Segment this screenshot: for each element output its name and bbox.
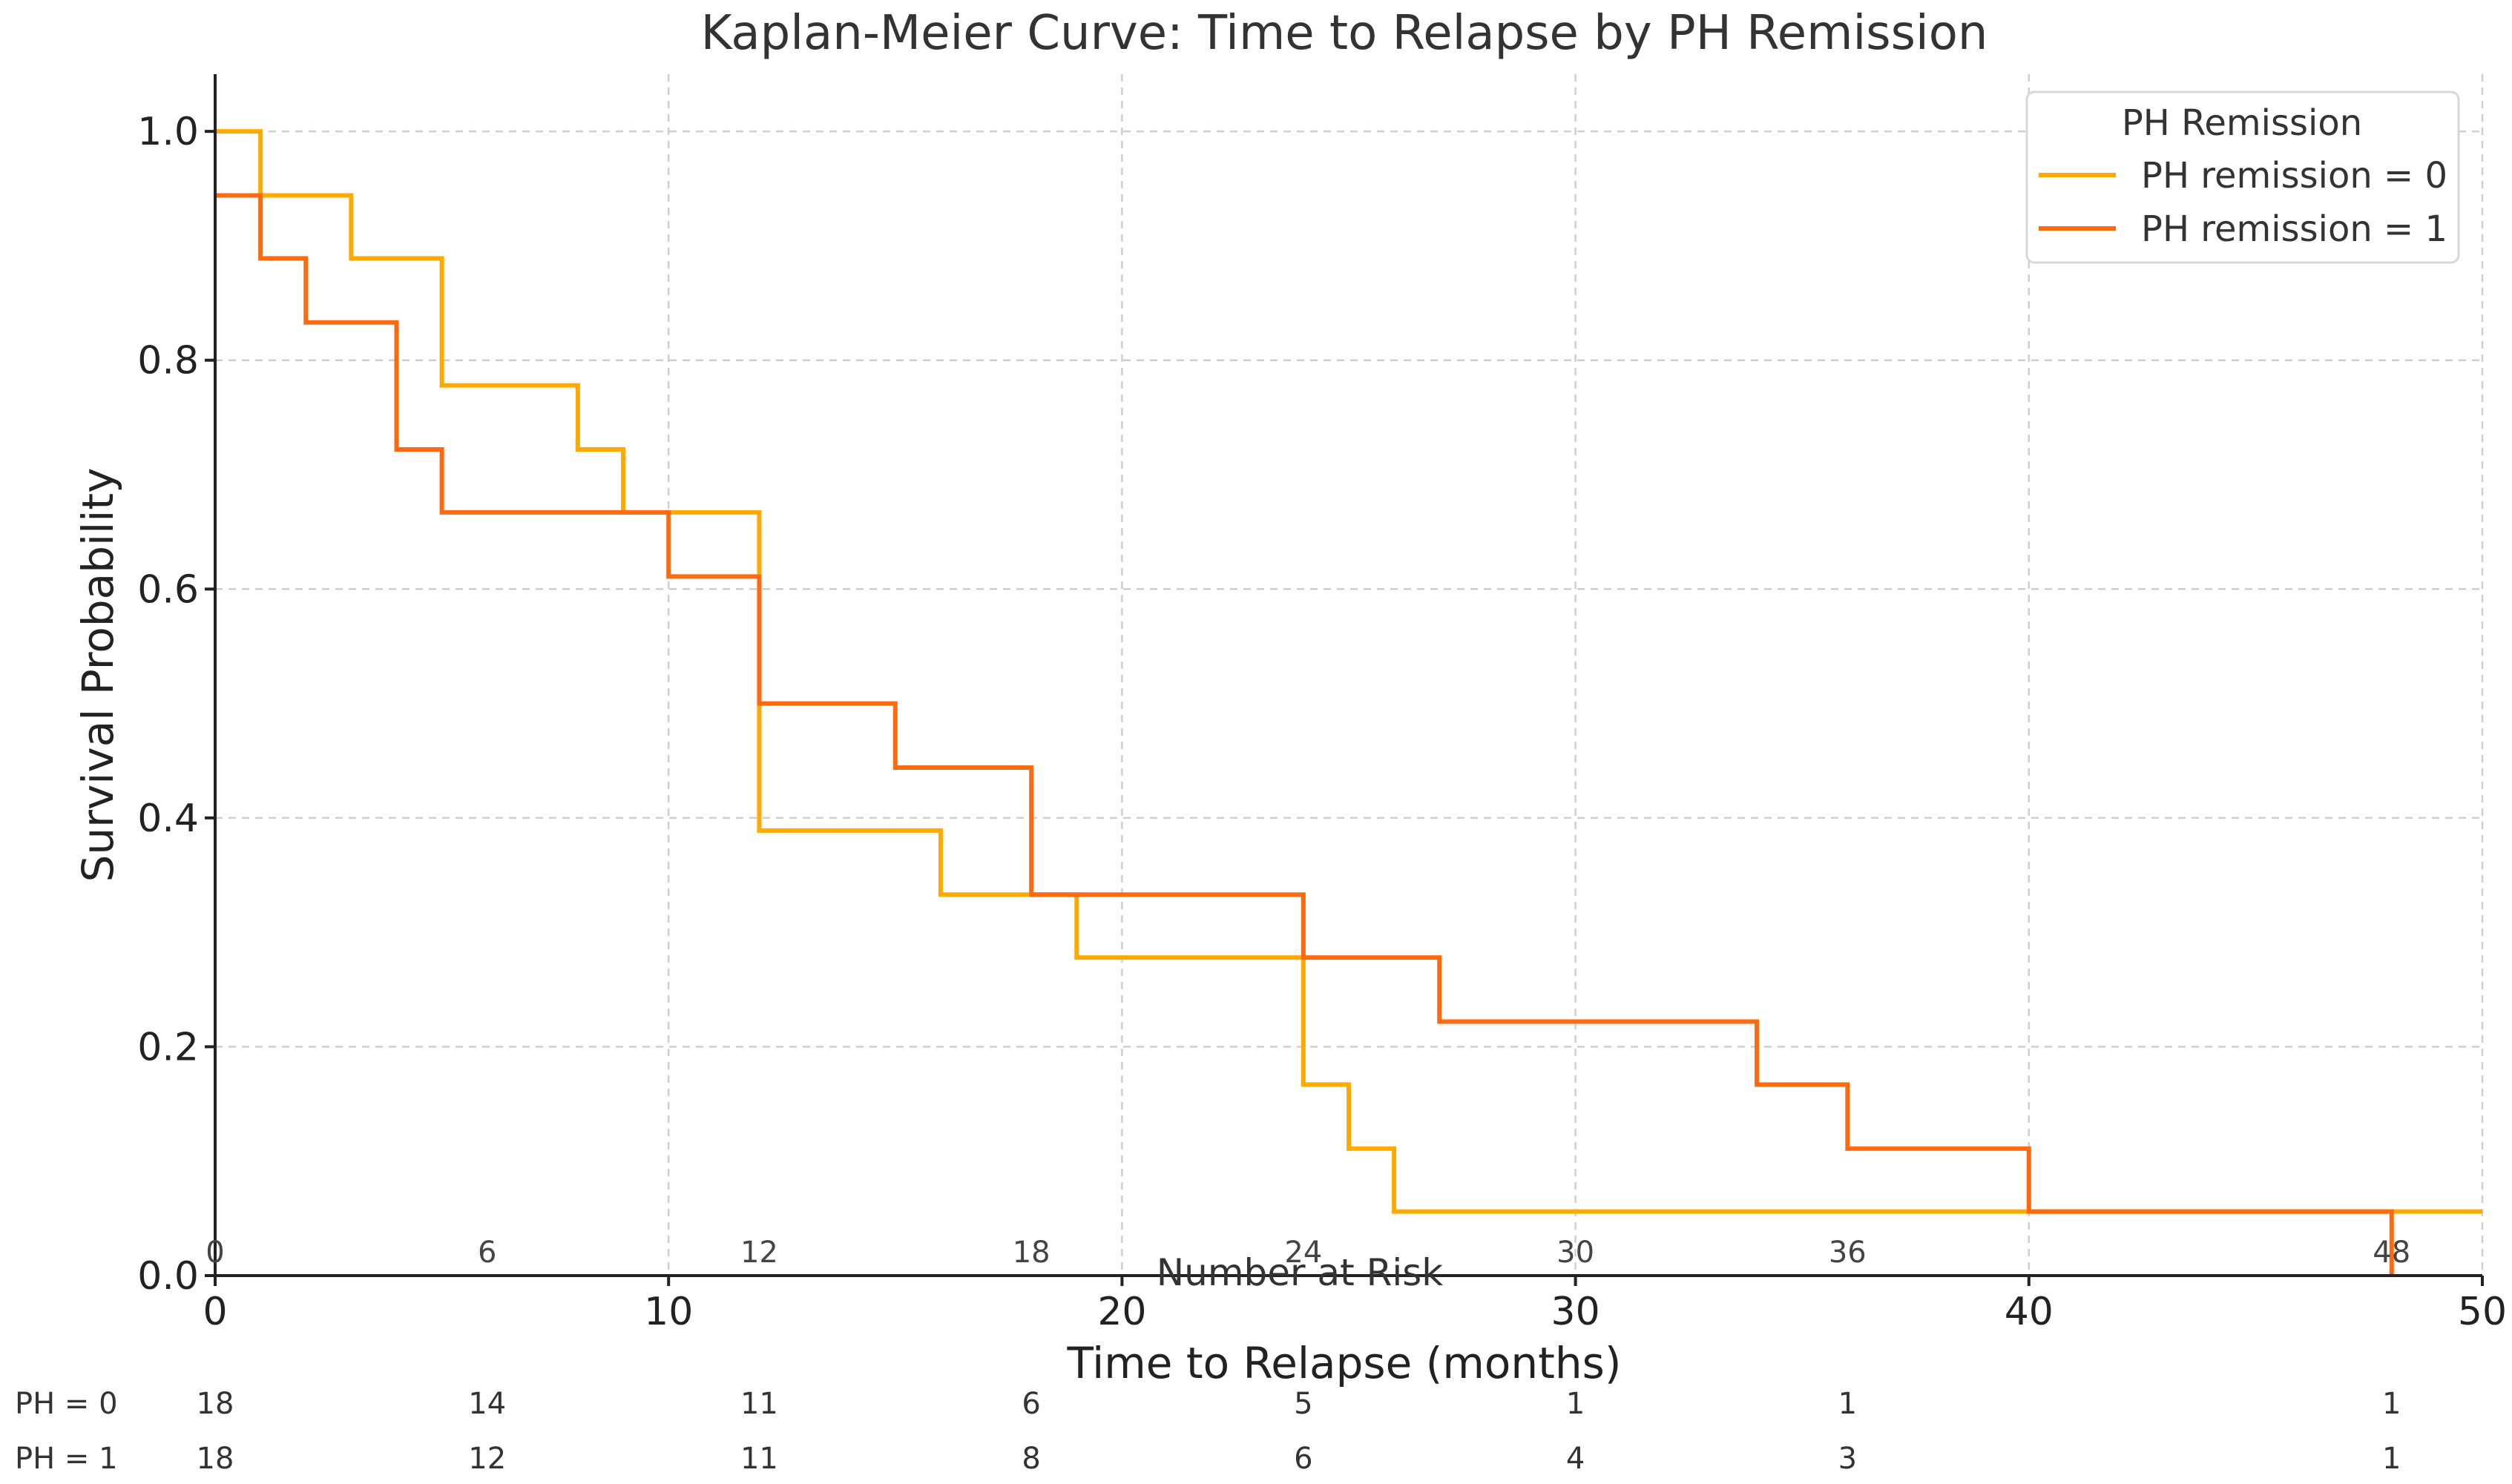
risk-time-label: 30 [1556,1236,1594,1270]
tick-layer: 0 10 20 30 40 50 0.0 0.2 0.4 0.6 0.8 1.0 [137,110,2507,1334]
x-tick-label: 10 [644,1290,693,1334]
risk-count: 1 [1566,1387,1585,1421]
risk-time-label: 48 [2373,1236,2410,1270]
series-layer [215,129,2482,1276]
risk-count: 6 [1022,1387,1040,1421]
risk-count: 1 [2382,1387,2401,1421]
x-tick-label: 40 [2005,1290,2054,1334]
x-axis-label: Time to Relapse (months) [1067,1338,1622,1388]
risk-time-label: 12 [740,1236,778,1270]
legend: PH Remission PH remission = 0 PH remissi… [2025,90,2460,264]
risk-count: 11 [740,1442,778,1476]
risk-time-label: 0 [206,1236,224,1270]
y-tick-label: 0.0 [137,1254,199,1299]
km-step-line-ph0 [215,129,2482,1214]
chart-title: Kaplan-Meier Curve: Time to Relapse by P… [701,6,1988,61]
risk-count: 5 [1294,1387,1312,1421]
risk-row-label: PH = 1 [15,1442,118,1476]
axes-layer [214,74,2482,1277]
x-tick-label: 50 [2458,1290,2507,1334]
risk-count: 1 [1838,1387,1857,1421]
x-tick-label: 30 [1551,1290,1600,1334]
x-tick-label: 20 [1097,1290,1146,1334]
risk-count: 11 [740,1387,778,1421]
y-tick-label: 0.8 [137,339,199,383]
y-tick-label: 0.2 [137,1025,199,1069]
risk-count: 3 [1838,1442,1857,1476]
risk-count: 18 [197,1442,234,1476]
legend-label-ph1: PH remission = 1 [2141,208,2447,250]
risk-time-label: 36 [1829,1236,1867,1270]
risk-table-title: Number at Risk [1157,1251,1444,1294]
risk-time-label: 6 [478,1236,496,1270]
risk-count: 18 [197,1387,234,1421]
risk-row-label: PH = 0 [15,1387,118,1421]
km-step-line-ph1 [215,193,2394,1276]
risk-count: 14 [468,1387,506,1421]
y-tick-label: 0.6 [137,567,199,612]
y-tick-label: 0.4 [137,797,199,841]
risk-time-label: 18 [1013,1236,1050,1270]
risk-time-label: 24 [1284,1236,1322,1270]
grid-layer [215,74,2484,1276]
risk-count: 6 [1294,1442,1312,1476]
in-plot-time-labels: 0 6 12 18 24 30 36 48 [206,1236,2410,1270]
risk-count: 12 [468,1442,506,1476]
risk-table: PH = 0 18 14 11 6 5 1 1 1PH = 1 18 12 11 8 6 4 3 1 [15,1387,2401,1476]
y-tick-label: 1.0 [137,110,199,154]
y-axis-label: Survival Probability [73,468,123,883]
risk-count: 8 [1022,1442,1040,1476]
legend-title: PH Remission [2122,102,2362,144]
x-tick-label: 0 [203,1290,227,1334]
legend-box [2025,90,2460,264]
risk-count: 4 [1566,1442,1585,1476]
legend-label-ph0: PH remission = 0 [2141,155,2447,197]
risk-count: 1 [2382,1442,2401,1476]
